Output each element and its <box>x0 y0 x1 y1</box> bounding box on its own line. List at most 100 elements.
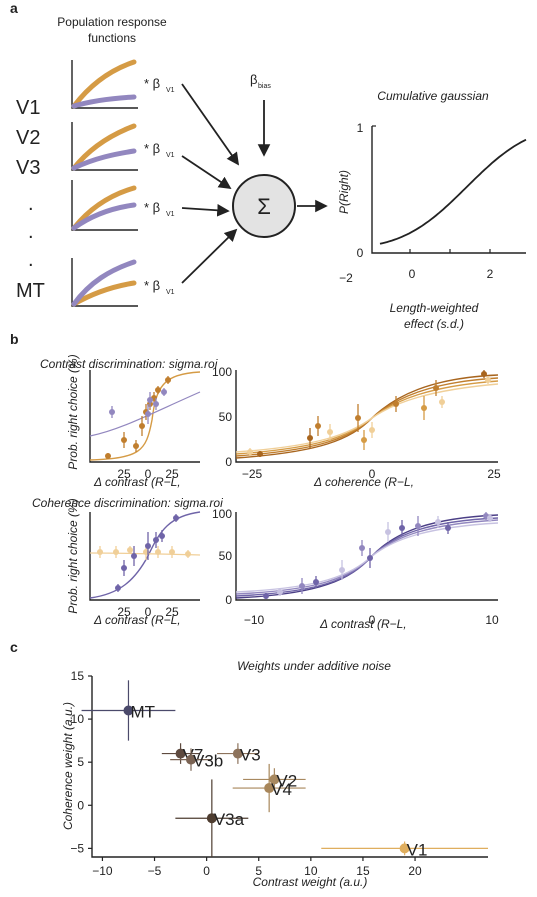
mini-plot-v2-bottom-curve <box>71 148 137 171</box>
scatter-xtick-label: 0 <box>203 864 210 878</box>
row2-right-ytick-0: 0 <box>225 593 232 607</box>
row2-left-dot <box>121 565 127 571</box>
row2-ylabel: Prob. right choice (%) <box>66 498 80 613</box>
row2-right-marker <box>299 578 305 594</box>
row2-left-xtick-2: 0 <box>145 605 152 619</box>
row2-left-xlabel: Δ contrast (R−L, <box>93 613 181 627</box>
scatter-xtick-label: 10 <box>304 864 318 878</box>
row2-left-dot <box>153 537 159 543</box>
row1-left-dot <box>139 423 145 429</box>
panel-b: b Contrast discrimination: sigma.roi Pro… <box>10 331 501 631</box>
row1-right-marker <box>393 396 399 412</box>
row2-right-marker <box>367 548 373 568</box>
row1-right-marker <box>485 376 491 384</box>
row2-left-dot <box>131 553 137 559</box>
cdf-xtick-2: 2 <box>487 267 494 281</box>
row2-right-dot <box>385 529 391 535</box>
population-title-line2: functions <box>88 31 136 45</box>
scatter-label-v2: V2 <box>276 771 297 790</box>
mini-plot-v2-top-curve <box>71 123 137 171</box>
row1-left-marker <box>153 398 159 410</box>
cdf-axes <box>371 126 526 254</box>
scatter-point-v3b: V3b <box>170 748 223 771</box>
row2-left-marker <box>155 546 161 558</box>
row1-right-xtick-3: 25 <box>487 467 501 481</box>
scatter-xtick-label: −10 <box>92 864 113 878</box>
row1-left-marker <box>109 406 115 418</box>
row1-left-xtick-1: 25 <box>117 467 131 481</box>
row1-right-dot <box>307 435 313 441</box>
panel-c-label: c <box>10 639 18 655</box>
row2-right-marker <box>385 522 391 542</box>
scatter-ytick-label: −5 <box>70 841 84 855</box>
row2-left-marker <box>127 546 133 554</box>
scatter-point-v3a: V3a <box>175 779 249 857</box>
row2-left-marker <box>131 546 137 566</box>
row1-right-dot <box>361 437 367 443</box>
row1-right-ytick-50: 50 <box>219 410 233 424</box>
row2-left-dot <box>159 533 165 539</box>
arrow-v1 <box>181 83 240 166</box>
row2-right-dot <box>367 555 373 561</box>
row1-left-dot <box>109 409 115 415</box>
row2-right-marker <box>435 516 441 528</box>
mini-plot-mt <box>71 258 138 307</box>
scatter-label-v4: V4 <box>271 780 292 799</box>
row1-left-marker <box>145 404 151 424</box>
row1-right-curves <box>235 374 499 459</box>
svg-text:* β: * β <box>144 278 160 293</box>
row1-left-marker <box>121 432 127 448</box>
arrow-v3 <box>181 204 230 217</box>
cdf-ytick-1: 1 <box>357 121 364 135</box>
row1-right-dot <box>327 429 333 435</box>
row2-right-dot <box>263 593 269 599</box>
svg-text:V1: V1 <box>166 211 175 218</box>
row1-ylabel: Prob. right choice (%) <box>66 354 80 469</box>
scatter-point-v3: V3 <box>217 743 261 765</box>
row2-right-dot <box>487 515 493 521</box>
scatter-dot-v3a <box>206 813 217 824</box>
row2-right-dot <box>277 589 283 595</box>
panel-b-label: b <box>10 331 19 347</box>
row1-left-marker <box>105 453 111 459</box>
row2-left-dot <box>169 549 175 555</box>
row2-title: Coherence discrimination: sigma.roi <box>32 496 223 510</box>
cdf-title: Cumulative gaussian <box>377 89 489 103</box>
row2-left-marker <box>153 532 159 548</box>
mini-plot-v1-top-curve <box>71 59 137 109</box>
row2-right-xtick-1: −10 <box>244 613 265 627</box>
panel-a: a Population response functions V1 V2 V3… <box>10 0 527 331</box>
row2-left-axes <box>89 512 200 601</box>
scatter-axes <box>91 676 488 858</box>
row1-left-xtick-2: 0 <box>145 467 152 481</box>
scatter-point-v2: V2 <box>243 768 306 791</box>
row2-left-dot <box>127 547 133 553</box>
row2-left-xtick-3: 25 <box>165 605 179 619</box>
svg-text:V1: V1 <box>166 87 175 94</box>
cdf-xtick-neg2: −2 <box>339 271 353 285</box>
cdf-xlabel-line1: Length-weighted <box>390 301 479 315</box>
scatter-xlabel: Contrast weight (a.u.) <box>253 875 368 889</box>
row1-left-dot <box>133 443 139 449</box>
row2-left-marker <box>173 514 179 522</box>
sigma-symbol: Σ <box>257 194 271 219</box>
scatter-dot-v3 <box>232 748 243 759</box>
row1-left-marker <box>165 376 171 384</box>
row2-right-dots <box>263 512 493 599</box>
row1-left-dot <box>145 411 151 417</box>
row1-right-dot <box>247 449 253 455</box>
row2-left-marker <box>159 530 165 542</box>
svg-text:* β: * β <box>144 141 160 156</box>
sigma-node <box>232 174 296 238</box>
row2-right-marker <box>415 516 421 536</box>
beta-bias-sub: bias <box>258 83 271 90</box>
row1-right-dot <box>369 427 375 433</box>
row1-left-marker <box>147 392 153 408</box>
scatter-ytick-label: 0 <box>77 798 84 812</box>
row1-left-dots <box>105 376 171 459</box>
row1-right-dot <box>355 415 361 421</box>
row1-left-axes <box>89 370 200 463</box>
mini-plot-v2 <box>71 122 138 171</box>
row1-left-orange-curve <box>89 371 201 461</box>
